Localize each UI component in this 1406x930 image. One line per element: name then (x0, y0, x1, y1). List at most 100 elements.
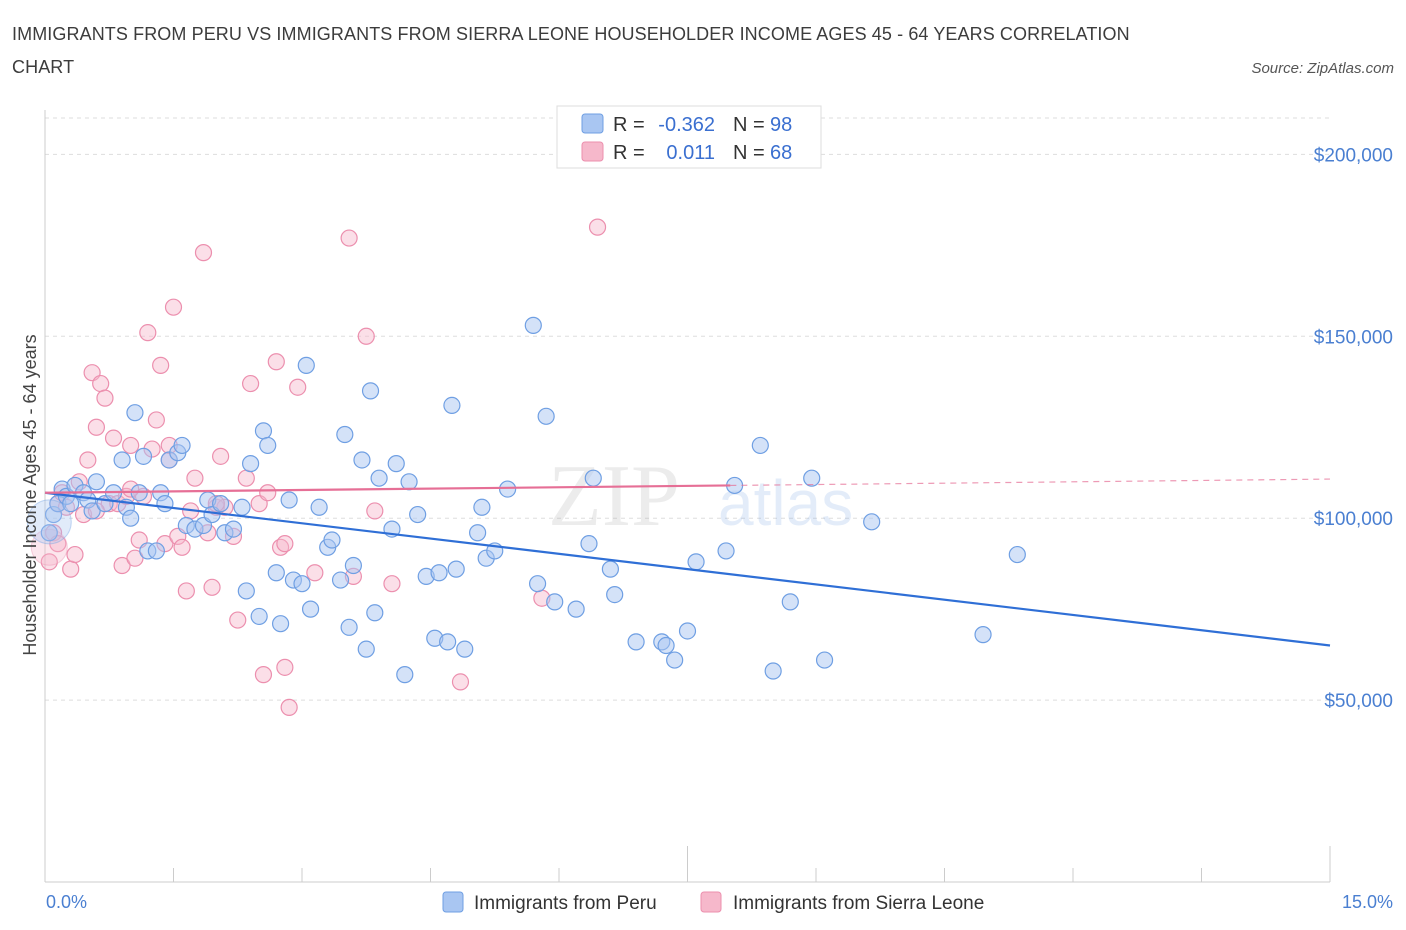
peru-point (751, 436, 769, 455)
peru-point (815, 651, 834, 669)
sierra-point (113, 556, 131, 575)
peru-point (499, 480, 517, 498)
y-tick-label: $50,000 (1324, 691, 1393, 712)
peru-point (259, 436, 277, 455)
sierra-point (267, 353, 285, 371)
peru-point (666, 651, 684, 669)
peru-point (293, 575, 311, 593)
peru-point (122, 509, 140, 527)
peru-point (601, 560, 620, 578)
sierra-point (229, 611, 247, 629)
peru-point (537, 407, 555, 425)
peru-point (430, 564, 448, 582)
chart-title: IMMIGRANTS FROM PERU VS IMMIGRANTS FROM … (12, 24, 1130, 77)
peru-point (366, 604, 384, 622)
sierra-point (203, 578, 221, 596)
peru-point (297, 356, 315, 374)
peru-point (370, 469, 388, 487)
watermark-atlas: atlas (718, 467, 853, 539)
peru-point (113, 451, 131, 469)
peru-point (1008, 545, 1026, 564)
y-axis-title: Householder Income Ages 45 - 64 years (20, 334, 40, 655)
x-tick-labels: 0.0% 15.0% (46, 892, 1393, 912)
peru-point (126, 404, 144, 422)
y-tick-label: $100,000 (1314, 509, 1393, 530)
y-tick-label: $150,000 (1314, 327, 1393, 348)
sierra-point (194, 244, 213, 262)
peru-point (387, 455, 405, 473)
peru-point (361, 382, 380, 400)
trend-lines (44, 478, 1331, 647)
peru-legend-swatch (581, 113, 604, 134)
peru-point (627, 633, 645, 651)
sierra-point (122, 436, 140, 455)
sierra-point (366, 502, 384, 520)
sierra-n-label: N = (733, 142, 765, 164)
watermark-zip: ZIP (548, 448, 680, 545)
sierra-point (254, 666, 273, 684)
sierra-point (289, 378, 307, 396)
bottom-legend: Immigrants from Peru Immigrants from Sie… (442, 891, 984, 914)
peru-point (301, 600, 320, 618)
peru-point (447, 560, 465, 578)
sierra-point (87, 418, 106, 436)
sierra-trend-extension (730, 478, 1331, 487)
sierra-point (588, 218, 607, 236)
x-tick-label: 0.0% (46, 892, 87, 912)
sierra-point (340, 229, 358, 247)
sierra-point (126, 549, 144, 567)
sierra-n-value: 68 (770, 142, 792, 164)
peru-point (456, 640, 474, 658)
peru-point (863, 513, 881, 531)
sierra-point (357, 327, 375, 345)
peru-trend-line (44, 491, 1331, 647)
peru-point (156, 495, 174, 513)
sierra-point (104, 429, 123, 447)
peru-point (323, 531, 341, 549)
peru-point (584, 469, 602, 487)
peru-point (40, 524, 58, 542)
sierra-point (276, 535, 294, 553)
sierra-point (79, 451, 97, 469)
peru-point (280, 491, 298, 509)
peru-point (267, 564, 285, 582)
sierra-point (62, 560, 80, 578)
sierra-point (276, 658, 294, 676)
peru-point (254, 422, 273, 440)
axes (44, 110, 1331, 883)
peru-point (134, 447, 153, 465)
peru-r-value: -0.362 (658, 114, 715, 136)
peru-point (224, 520, 243, 538)
x-tick-label: 15.0% (1342, 892, 1393, 912)
sierra-point (152, 356, 170, 374)
peru-point (567, 600, 585, 618)
sierra-point (66, 545, 84, 564)
peru-point (400, 473, 418, 491)
peru-point (524, 316, 542, 334)
sierra-trend-line (44, 484, 731, 494)
sierra-point (139, 324, 157, 342)
peru-point (233, 498, 251, 516)
peru-series-name: Immigrants from Peru (474, 893, 657, 914)
peru-point (580, 535, 598, 553)
peru-point (396, 666, 414, 684)
peru-point (212, 495, 230, 513)
sierra-point (92, 374, 110, 393)
peru-point (250, 607, 268, 626)
peru-point (469, 524, 487, 542)
peru-point (353, 451, 371, 469)
sierra-point (186, 469, 204, 487)
peru-point (764, 662, 782, 680)
y-tick-labels: $50,000 $100,000 $150,000 $200,000 (1314, 145, 1393, 712)
peru-point (781, 593, 799, 611)
peru-point (473, 498, 491, 516)
peru-point (974, 626, 992, 644)
peru-point (657, 636, 675, 655)
peru-point (237, 582, 255, 600)
peru-point (606, 585, 624, 604)
sierra-legend-swatch (581, 141, 604, 162)
sierra-point (306, 564, 324, 582)
peru-points (26, 316, 1026, 684)
peru-point (83, 502, 101, 520)
